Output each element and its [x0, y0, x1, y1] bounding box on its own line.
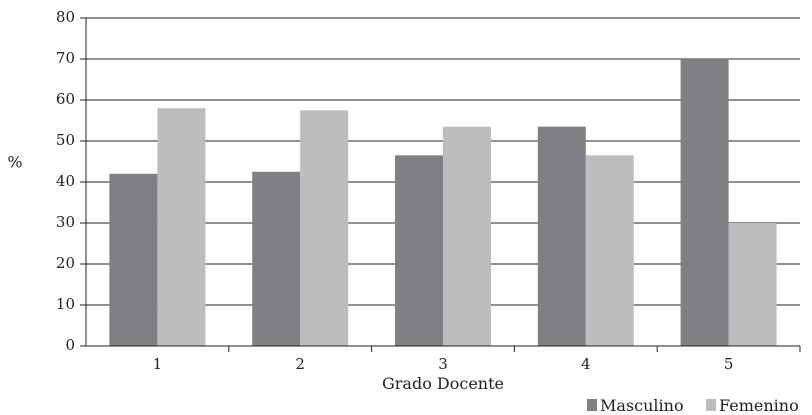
bar-femenino-3 [443, 126, 491, 347]
legend-label-masculino: Masculino [600, 396, 684, 415]
legend-swatch-masculino [587, 399, 597, 411]
x-tick-label: 4 [581, 355, 591, 373]
bar-masculino-2 [252, 171, 301, 346]
x-axis-label: Grado Docente [382, 374, 504, 393]
legend-label-femenino: Femenino [719, 396, 799, 415]
bar-femenino-1 [157, 108, 206, 346]
axes [80, 17, 801, 352]
x-tick-label: 3 [438, 355, 448, 373]
y-tick-label: 70 [56, 49, 75, 67]
x-tick-label: 2 [295, 355, 305, 373]
bar-masculino-3 [395, 155, 443, 346]
bar-masculino-5 [680, 59, 729, 346]
bars [109, 59, 777, 347]
bar-masculino-1 [109, 173, 158, 346]
y-tick-label: 50 [56, 131, 75, 149]
x-tick-label: 5 [724, 355, 734, 373]
y-tick-label: 10 [56, 295, 75, 313]
bar-femenino-4 [585, 155, 634, 346]
y-tick-label: 30 [56, 213, 75, 231]
bar-femenino-5 [728, 223, 777, 346]
y-tick-label: 40 [56, 172, 75, 190]
x-tick-label: 1 [153, 355, 163, 373]
legend-swatch-femenino [706, 399, 716, 411]
y-tick-label: 60 [56, 90, 75, 108]
tick-labels: 0 10 20 30 40 50 60 70 80 1 2 3 4 5 [56, 8, 733, 373]
y-tick-label: 20 [56, 254, 75, 272]
y-axis-label: % [7, 153, 22, 172]
bar-masculino-4 [537, 126, 586, 347]
y-tick-label: 80 [56, 8, 75, 26]
bar-femenino-2 [300, 110, 349, 346]
y-tick-label: 0 [65, 336, 75, 354]
legend: Masculino Femenino [587, 396, 799, 415]
